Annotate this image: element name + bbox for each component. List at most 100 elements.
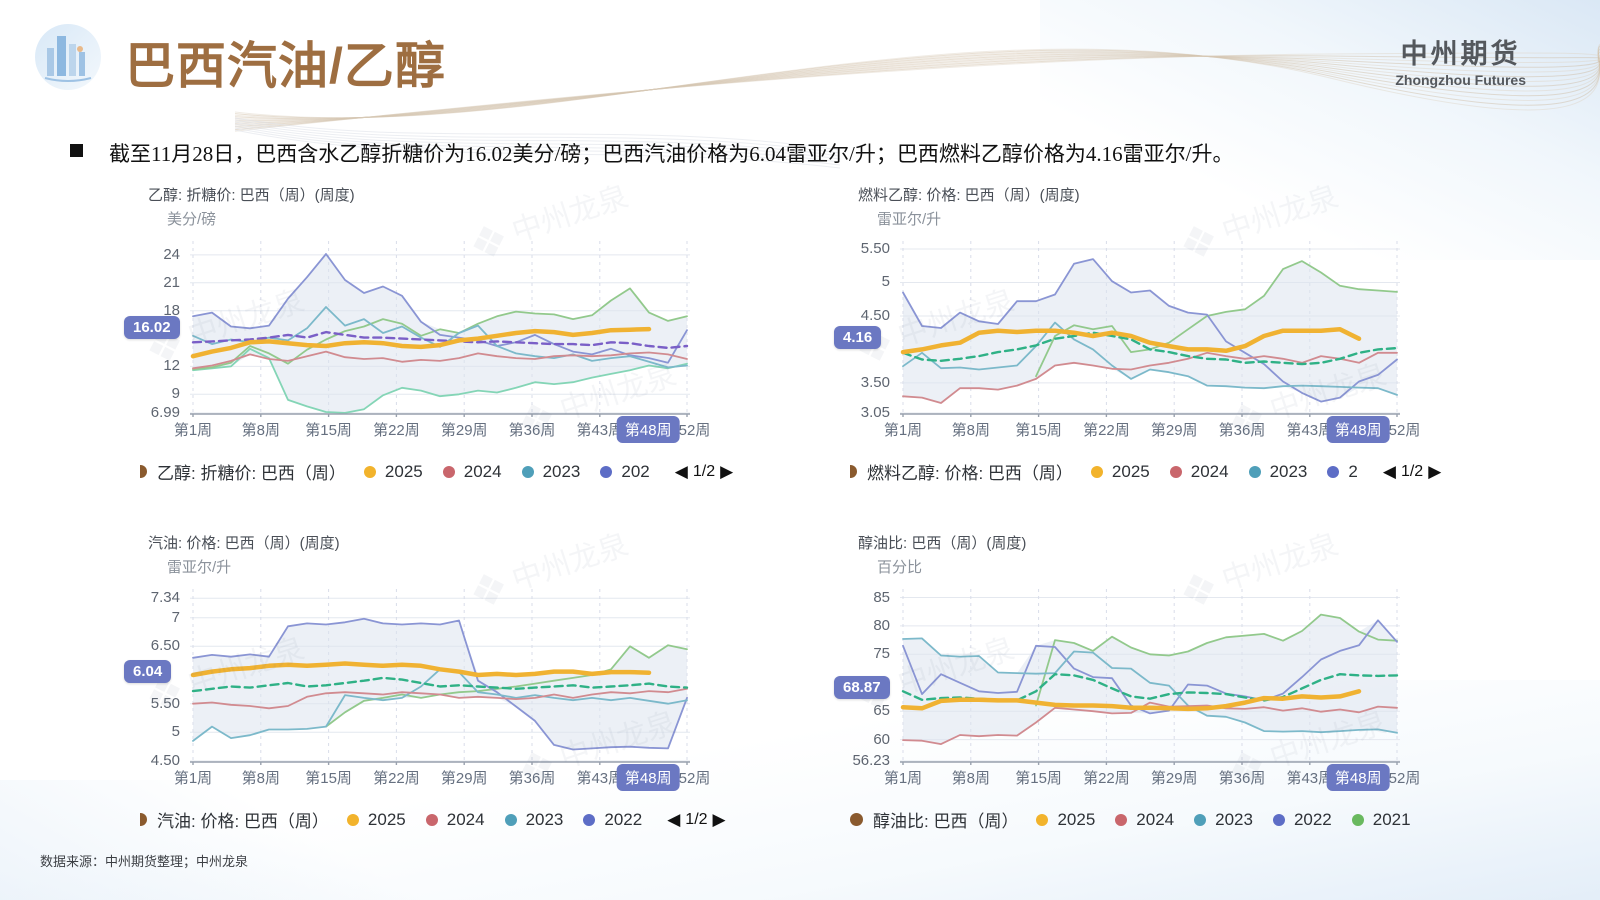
y-tick-label: 4.50 <box>860 306 890 324</box>
latest-value-badge: 16.02 <box>124 316 180 340</box>
legend-item-2023[interactable]: 2023 <box>1248 462 1307 482</box>
x-axis-labels: 第1周 第8周 第15周 第22周 第29周 第36周 第43周 第52周 <box>174 767 711 791</box>
y-tick-label: 21 <box>163 273 180 291</box>
x-tick-label: 第15周 <box>1015 770 1062 787</box>
legend-prev-arrow[interactable]: ◀ <box>674 461 688 481</box>
y-axis-labels: 7.34 7 6.50 5.50 5 4.50 <box>118 587 186 769</box>
legend-item-2022[interactable]: 2022 <box>583 810 642 830</box>
legend-item-2025[interactable]: 2025 <box>1036 810 1095 830</box>
legend-item-2022[interactable]: 2022 <box>1272 810 1332 830</box>
legend-dot-icon <box>1090 465 1103 478</box>
company-logo-icon <box>35 24 101 90</box>
highlighted-week-badge: 第48周 <box>1326 416 1390 443</box>
y-tick-label: 3.50 <box>860 373 890 391</box>
y-tick-label: 18 <box>163 301 180 319</box>
legend-item-2021[interactable]: 2021 <box>1351 810 1411 830</box>
x-tick-label: 第36周 <box>1218 422 1266 439</box>
x-tick-label: 第1周 <box>173 770 213 787</box>
legend-dot-icon <box>1351 813 1364 826</box>
y-tick-label: 6.50 <box>150 637 180 655</box>
legend-pager: ◀ 1/2 ▶ <box>1378 462 1446 482</box>
x-tick-label: 第36周 <box>508 422 556 439</box>
page-title: 巴西汽油/乙醇 <box>125 38 446 94</box>
x-tick-label: 第22周 <box>1083 422 1130 439</box>
summary-bullet: 截至11月28日，巴西含水乙醇折糖价为16.02美分/磅；巴西汽油价格为6.04… <box>70 138 1530 168</box>
brand-logo: 中州期货 Zhongzhou Futures <box>1395 32 1526 88</box>
series-marker-icon <box>140 465 147 478</box>
line-chart <box>900 241 1400 417</box>
legend-item-2024[interactable]: 2024 <box>442 462 502 482</box>
latest-value-badge: 68.87 <box>834 676 890 700</box>
line-chart <box>900 589 1400 765</box>
highlighted-week-badge: 第48周 <box>616 764 680 791</box>
x-tick-label: 第8周 <box>951 770 990 787</box>
y-tick-label: 3.05 <box>860 404 890 421</box>
legend-dot-icon <box>1036 813 1049 826</box>
highlighted-week-badge: 第48周 <box>1326 764 1390 791</box>
latest-value-badge: 6.04 <box>124 659 172 683</box>
legend-item-2024[interactable]: 2024 <box>425 810 485 830</box>
legend-item-2024[interactable]: 2024 <box>1169 462 1229 482</box>
chart-title: 燃料乙醇: 价格: 巴西（周）(周度) <box>858 187 1080 204</box>
x-tick-label: 第22周 <box>373 770 420 787</box>
legend-item-2024[interactable]: 2024 <box>1115 810 1174 830</box>
legend-series-name: 燃料乙醇: 价格: 巴西（周） <box>867 464 1073 483</box>
y-tick-label: 5.50 <box>150 694 180 712</box>
series-marker-icon <box>850 465 857 478</box>
legend-next-arrow[interactable]: ▶ <box>1428 461 1442 481</box>
legend-dot-icon <box>442 465 455 478</box>
brand-name-en: Zhongzhou Futures <box>1395 72 1526 88</box>
legend-year-items: 2025 2024 2023 2022 <box>346 810 662 830</box>
plot-area: 24 21 18 12 9 6.99 16.02 第1周 第8周 第15周 第22周 第29周 第3… <box>118 239 718 447</box>
legend-item-2023[interactable]: 2023 <box>1194 810 1253 830</box>
legend-next-arrow[interactable]: ▶ <box>720 461 734 481</box>
brand-name-cn: 中州期货 <box>1400 39 1521 69</box>
y-tick-label: 7 <box>171 608 180 626</box>
legend-item-2023[interactable]: 2023 <box>521 462 580 482</box>
x-tick-label: 第15周 <box>305 422 352 439</box>
legend-item-2025[interactable]: 2025 <box>346 810 406 830</box>
legend-item-202[interactable]: 202 <box>600 462 650 482</box>
legend-page-indicator: 1/2 <box>1400 462 1424 480</box>
legend-item-2025[interactable]: 2025 <box>1090 462 1150 482</box>
legend-item-2025[interactable]: 2025 <box>363 462 423 482</box>
y-tick-label: 7.34 <box>150 589 180 607</box>
chart-unit-label: 美分/磅 <box>167 211 217 228</box>
legend-prev-arrow[interactable]: ◀ <box>667 809 681 829</box>
legend-series-name: 醇油比: 巴西（周） <box>873 812 1019 831</box>
x-tick-label: 第15周 <box>1015 422 1062 439</box>
legend-dot-icon <box>346 813 359 826</box>
line-chart <box>190 589 690 765</box>
highlighted-week-badge: 第48周 <box>616 416 680 443</box>
legend-series-name: 乙醇: 折糖价: 巴西（周） <box>157 464 346 483</box>
chart-unit-label: 百分比 <box>877 559 923 576</box>
x-tick-label: 第29周 <box>440 422 488 439</box>
y-tick-label: 65 <box>873 702 890 720</box>
x-tick-label: 第15周 <box>305 770 352 787</box>
legend-item-2[interactable]: 2 <box>1327 462 1358 482</box>
chart-title: 乙醇: 折糖价: 巴西（周）(周度) <box>148 187 355 204</box>
legend-dot-icon <box>425 813 438 826</box>
legend-item-2023[interactable]: 2023 <box>504 810 563 830</box>
legend-year-items: 2025 2024 2023 2022 2021 <box>1036 810 1430 830</box>
legend-dot-icon <box>1327 465 1340 478</box>
legend-year-items: 2025 2024 2023 202 <box>363 462 670 482</box>
y-tick-label: 85 <box>873 588 890 606</box>
chart-legend: 汽油: 价格: 巴西（周） 2025 2024 2023 2022 ◀ 1/2 ▶ <box>140 807 726 832</box>
chart-unit-label: 雷亚尔/升 <box>167 559 232 576</box>
x-tick-label: 第1周 <box>883 770 923 787</box>
x-axis-labels: 第1周 第8周 第15周 第22周 第29周 第36周 第43周 第52周 <box>884 767 1421 791</box>
legend-dot-icon <box>1272 813 1285 826</box>
legend-prev-arrow[interactable]: ◀ <box>1382 461 1396 481</box>
y-tick-label: 60 <box>873 730 890 748</box>
legend-pager: ◀ 1/2 ▶ <box>662 810 730 830</box>
x-tick-label: 第1周 <box>173 422 213 439</box>
legend-pager: ◀ 1/2 ▶ <box>670 462 738 482</box>
legend-next-arrow[interactable]: ▶ <box>712 809 726 829</box>
x-axis-labels: 第1周 第8周 第15周 第22周 第29周 第36周 第43周 第52周 <box>884 419 1421 443</box>
y-tick-label: 75 <box>873 645 890 663</box>
chart-legend: 燃料乙醇: 价格: 巴西（周） 2025 2024 2023 2 ◀ 1/2 ▶ <box>850 459 1441 484</box>
y-tick-label: 5.50 <box>860 240 890 258</box>
legend-dot-icon <box>1194 813 1207 826</box>
line-chart <box>190 241 690 417</box>
